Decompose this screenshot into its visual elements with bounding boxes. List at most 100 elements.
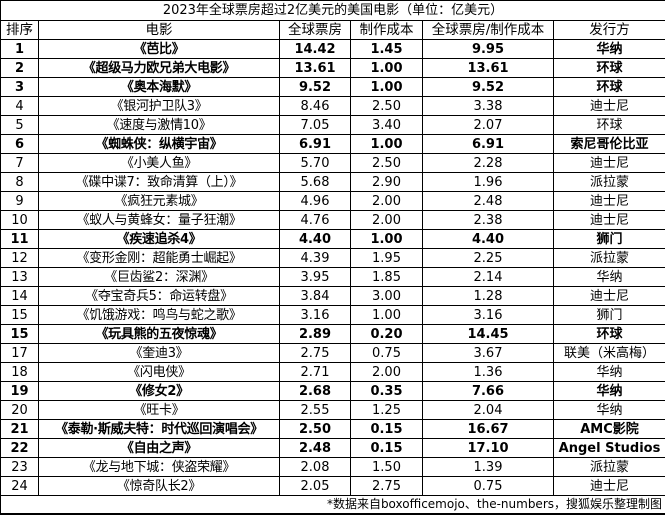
ratio-cell: 2.25 — [423, 249, 554, 268]
ratio-cell: 2.07 — [423, 116, 554, 135]
gross-cell: 4.76 — [280, 211, 351, 230]
ratio-cell: 2.14 — [423, 268, 554, 287]
cost-cell: 2.50 — [351, 97, 423, 116]
cost-cell: 0.15 — [351, 420, 423, 439]
rank-cell: 10 — [1, 211, 39, 230]
gross-cell: 8.46 — [280, 97, 351, 116]
gross-cell: 2.05 — [280, 477, 351, 496]
film-cell: 《碟中谍7：致命清算（上）》 — [39, 173, 280, 192]
rank-cell: 17 — [1, 344, 39, 363]
rank-cell: 11 — [1, 230, 39, 249]
gross-cell: 5.70 — [280, 154, 351, 173]
gross-cell: 5.68 — [280, 173, 351, 192]
distributor-cell: 环球 — [554, 325, 665, 344]
distributor-cell: 华纳 — [554, 363, 665, 382]
ratio-cell: 1.28 — [423, 287, 554, 306]
rank-cell: 12 — [1, 249, 39, 268]
rank-cell: 14 — [1, 287, 39, 306]
film-cell: 《自由之声》 — [39, 439, 280, 458]
header-row: 排序 电影 全球票房 制作成本 全球票房/制作成本 发行方 — [1, 21, 665, 40]
gross-cell: 2.89 — [280, 325, 351, 344]
distributor-cell: 环球 — [554, 59, 665, 78]
ratio-cell: 3.16 — [423, 306, 554, 325]
rank-cell: 1 — [1, 40, 39, 59]
gross-cell: 2.71 — [280, 363, 351, 382]
cost-cell: 0.35 — [351, 382, 423, 401]
ratio-cell: 16.67 — [423, 420, 554, 439]
cost-cell: 2.90 — [351, 173, 423, 192]
header-ratio: 全球票房/制作成本 — [423, 21, 554, 40]
rank-cell: 7 — [1, 154, 39, 173]
ratio-cell: 9.52 — [423, 78, 554, 97]
cost-cell: 1.85 — [351, 268, 423, 287]
distributor-cell: 迪士尼 — [554, 192, 665, 211]
ratio-cell: 3.38 — [423, 97, 554, 116]
distributor-cell: 联美（米高梅） — [554, 344, 665, 363]
ratio-cell: 9.95 — [423, 40, 554, 59]
gross-cell: 7.05 — [280, 116, 351, 135]
film-cell: 《夺宝奇兵5：命运转盘》 — [39, 287, 280, 306]
ratio-cell: 7.66 — [423, 382, 554, 401]
ratio-cell: 2.28 — [423, 154, 554, 173]
header-rank: 排序 — [1, 21, 39, 40]
distributor-cell: 华纳 — [554, 40, 665, 59]
gross-cell: 2.50 — [280, 420, 351, 439]
rank-cell: 15 — [1, 325, 39, 344]
cost-cell: 3.40 — [351, 116, 423, 135]
cost-cell: 1.50 — [351, 458, 423, 477]
gross-cell: 2.55 — [280, 401, 351, 420]
cost-cell: 0.20 — [351, 325, 423, 344]
rank-cell: 23 — [1, 458, 39, 477]
cost-cell: 3.00 — [351, 287, 423, 306]
distributor-cell: 派拉蒙 — [554, 249, 665, 268]
film-cell: 《变形金刚：超能勇士崛起》 — [39, 249, 280, 268]
gross-cell: 4.40 — [280, 230, 351, 249]
rank-cell: 6 — [1, 135, 39, 154]
film-cell: 《芭比》 — [39, 40, 280, 59]
distributor-cell: 索尼哥伦比亚 — [554, 135, 665, 154]
film-cell: 《玩具熊的五夜惊魂》 — [39, 325, 280, 344]
gross-cell: 14.42 — [280, 40, 351, 59]
distributor-cell: 迪士尼 — [554, 211, 665, 230]
rank-cell: 4 — [1, 97, 39, 116]
ratio-cell: 13.61 — [423, 59, 554, 78]
film-cell: 《小美人鱼》 — [39, 154, 280, 173]
cost-cell: 2.50 — [351, 154, 423, 173]
cost-cell: 1.25 — [351, 401, 423, 420]
title-row: 2023年全球票房超过2亿美元的美国电影（单位：亿美元） — [1, 1, 665, 21]
ratio-cell: 1.39 — [423, 458, 554, 477]
film-cell: 《速度与激情10》 — [39, 116, 280, 135]
gross-cell: 9.52 — [280, 78, 351, 97]
distributor-cell: 狮门 — [554, 230, 665, 249]
film-cell: 《泰勒·斯威夫特：时代巡回演唱会》 — [39, 420, 280, 439]
gross-cell: 3.16 — [280, 306, 351, 325]
gross-cell: 3.95 — [280, 268, 351, 287]
header-distributor: 发行方 — [554, 21, 665, 40]
table-title: 2023年全球票房超过2亿美元的美国电影（单位：亿美元） — [1, 1, 665, 21]
ratio-cell: 4.40 — [423, 230, 554, 249]
cost-cell: 2.00 — [351, 363, 423, 382]
distributor-cell: 迪士尼 — [554, 97, 665, 116]
rank-cell: 9 — [1, 192, 39, 211]
gross-cell: 2.68 — [280, 382, 351, 401]
cost-cell: 1.00 — [351, 230, 423, 249]
footnote: *数据来自boxofficemojo、the-numbers，搜狐娱乐整理制图 — [1, 496, 665, 515]
header-film: 电影 — [39, 21, 280, 40]
film-cell: 《龙与地下城：侠盗荣耀》 — [39, 458, 280, 477]
cost-cell: 2.00 — [351, 211, 423, 230]
cost-cell: 0.75 — [351, 344, 423, 363]
rank-cell: 22 — [1, 439, 39, 458]
